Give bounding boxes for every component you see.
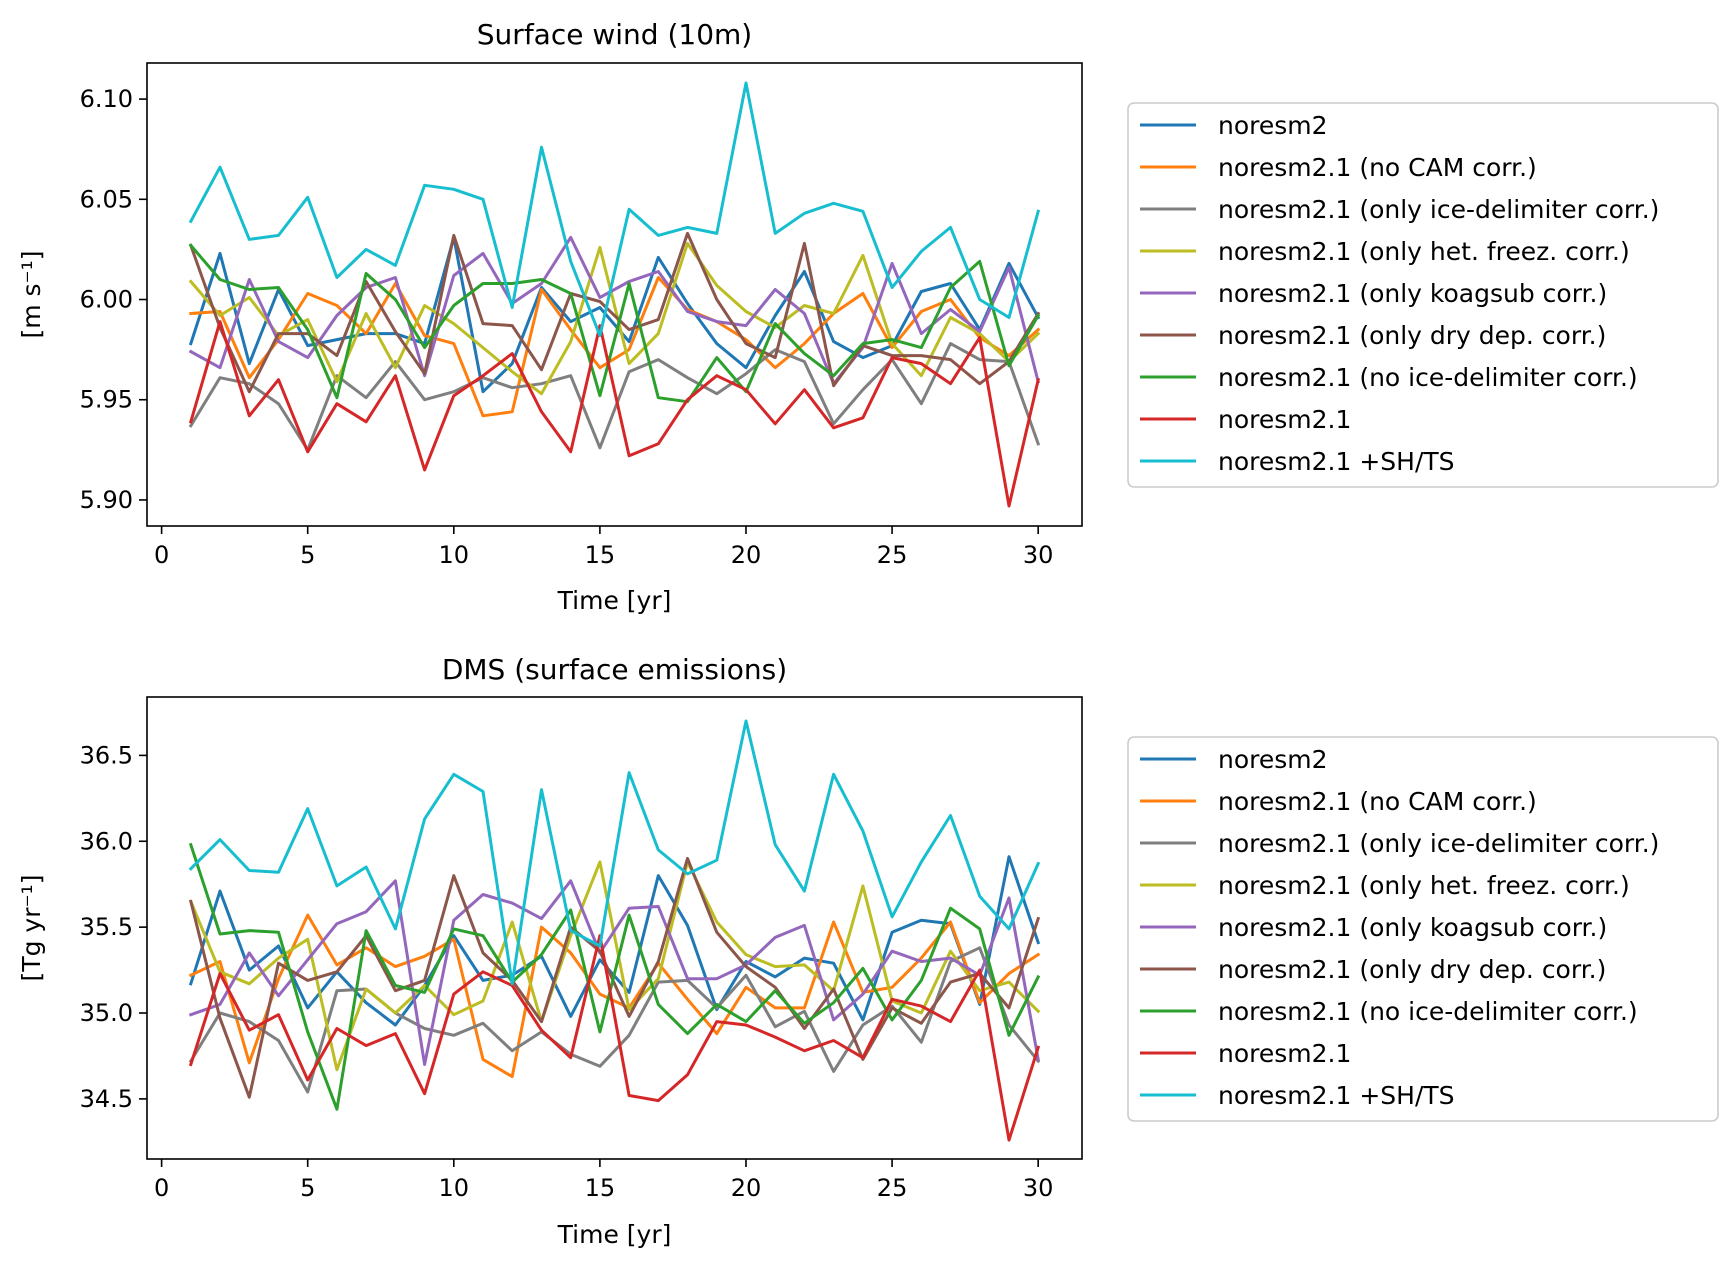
y-axis-label: [m s⁻¹]: [17, 250, 46, 338]
series-line-2: [188, 913, 1041, 1079]
x-tick-label: 30: [1023, 1174, 1054, 1202]
y-axis-label: [Tg yr⁻¹]: [17, 875, 46, 982]
x-tick-label: 10: [439, 541, 470, 569]
x-tick-label: 5: [300, 1174, 315, 1202]
panel-2: DMS (surface emissions) 0 5 10 15 20 25 30 34.5 3…: [17, 653, 1719, 1249]
series-line-7: [188, 243, 1041, 404]
y-tick-label: 6.10: [80, 85, 133, 113]
legend-label-9: noresm2.1 +SH/TS: [1218, 1081, 1455, 1110]
series-line-4: [188, 241, 1041, 396]
series-line-5: [188, 235, 1041, 386]
legend-label-8: noresm2.1: [1218, 405, 1351, 434]
y-tick-label: 5.90: [80, 486, 133, 514]
legend-label-5: noresm2.1 (only koagsub corr.): [1218, 913, 1607, 942]
legend-box: [1127, 102, 1719, 488]
x-tick-label: 15: [585, 1174, 616, 1202]
series-line-4: [188, 860, 1041, 1072]
x-axis-label: Time [yr]: [557, 1220, 672, 1249]
legend-label-1: noresm2: [1218, 111, 1328, 140]
legend-label-6: noresm2.1 (only dry dep. corr.): [1218, 955, 1606, 984]
x-tick-label: 30: [1023, 541, 1054, 569]
series-line-6: [188, 231, 1041, 394]
x-tick-label: 10: [439, 1174, 470, 1202]
x-tick-label: 5: [300, 541, 315, 569]
y-tick-label: 36.0: [80, 827, 133, 855]
legend-label-2: noresm2.1 (no CAM corr.): [1218, 153, 1537, 182]
chart-title: Surface wind (10m): [477, 18, 752, 51]
x-tick-label: 0: [154, 1174, 169, 1202]
series-line-6: [188, 856, 1041, 1099]
legend-label-2: noresm2.1 (no CAM corr.): [1218, 787, 1537, 816]
legend-label-4: noresm2.1 (only het. freez. corr.): [1218, 871, 1630, 900]
series-group: [188, 719, 1041, 1142]
x-tick-label: 25: [877, 1174, 908, 1202]
y-tick-label: 34.5: [80, 1085, 133, 1113]
legend-label-4: noresm2.1 (only het. freez. corr.): [1218, 237, 1630, 266]
series-line-8: [188, 320, 1040, 508]
x-tick-label: 15: [585, 541, 616, 569]
axes-frame: [146, 696, 1083, 1160]
series-line-1: [188, 235, 1041, 394]
legend-label-3: noresm2.1 (only ice-delimiter corr.): [1218, 195, 1659, 224]
legend-label-8: noresm2.1: [1218, 1039, 1351, 1068]
legend: noresm2 noresm2.1 (no CAM corr.) noresm2.1…: [1127, 102, 1719, 488]
legend: noresm2 noresm2.1 (no CAM corr.) noresm2.1…: [1127, 736, 1719, 1122]
legend-box: [1127, 736, 1719, 1122]
y-tick-label: 35.0: [80, 999, 133, 1027]
series-line-5: [188, 879, 1040, 1066]
chart-title: DMS (surface emissions): [442, 653, 787, 686]
x-tick-label: 25: [877, 541, 908, 569]
x-tick-label: 0: [154, 541, 169, 569]
x-tick-label: 20: [731, 541, 762, 569]
series-line-8: [188, 934, 1041, 1142]
y-tick-label: 6.05: [80, 185, 133, 213]
y-tick-label: 35.5: [80, 913, 133, 941]
legend-label-9: noresm2.1 +SH/TS: [1218, 447, 1455, 476]
panel-1: Surface wind (10m) 0 5 10 15 20 25 30 5.90 5.95 6.…: [17, 18, 1719, 615]
y-tick-label: 5.95: [80, 386, 133, 414]
series-line-7: [188, 842, 1041, 1111]
legend-label-5: noresm2.1 (only koagsub corr.): [1218, 279, 1607, 308]
series-line-9: [188, 81, 1041, 338]
series-line-9: [188, 719, 1041, 986]
x-tick-label: 20: [731, 1174, 762, 1202]
legend-label-3: noresm2.1 (only ice-delimiter corr.): [1218, 829, 1659, 858]
y-tick-label: 6.00: [80, 286, 133, 314]
legend-label-7: noresm2.1 (no ice-delimiter corr.): [1218, 363, 1638, 392]
legend-label-1: noresm2: [1218, 745, 1328, 774]
x-axis-label: Time [yr]: [557, 586, 672, 615]
y-tick-label: 36.5: [80, 741, 133, 769]
axes-frame: [146, 62, 1083, 527]
series-group: [188, 81, 1041, 508]
legend-label-7: noresm2.1 (no ice-delimiter corr.): [1218, 997, 1638, 1026]
legend-label-6: noresm2.1 (only dry dep. corr.): [1218, 321, 1606, 350]
